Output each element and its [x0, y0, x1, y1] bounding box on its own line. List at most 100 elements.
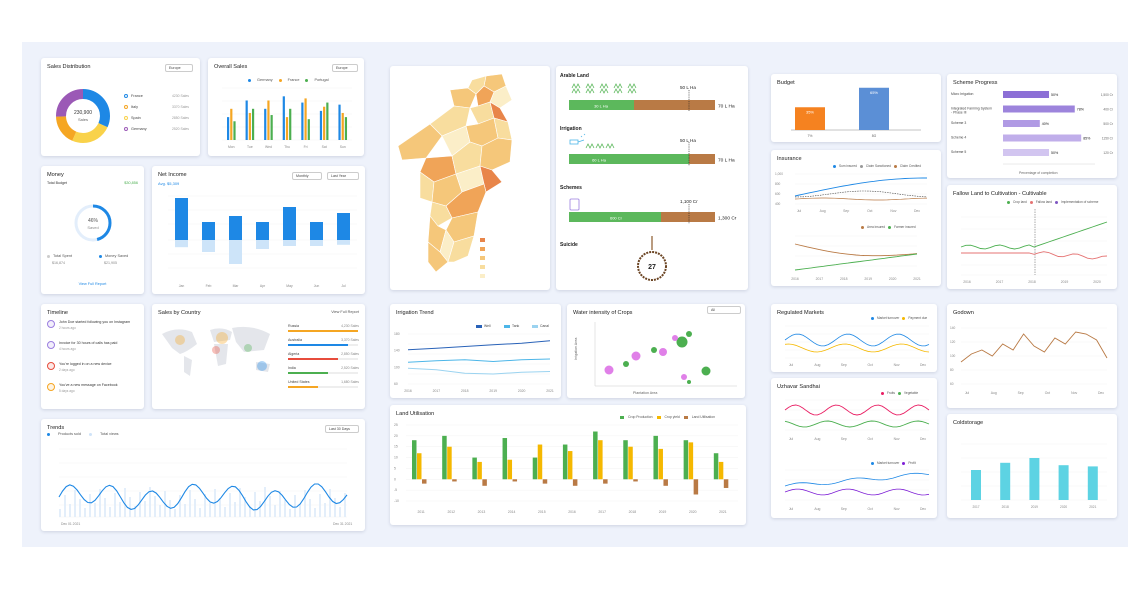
- y-tick-label: 600: [775, 192, 781, 196]
- fallow-land-line: [961, 251, 1108, 260]
- bar-crop-production: [713, 453, 719, 480]
- views-bar: [69, 504, 71, 517]
- x-tick-label: Nov: [894, 507, 900, 511]
- x-tick-label: Sep: [841, 363, 847, 367]
- bar-crop-yield: [658, 448, 663, 480]
- x-tick-label: 2017: [598, 510, 606, 514]
- district-map: [397, 73, 513, 273]
- views-bar: [229, 493, 231, 517]
- bar-land-utilisation: [723, 479, 729, 488]
- schemes-marker-label: 1,100 Cr: [680, 199, 698, 204]
- region-select[interactable]: Europe: [165, 64, 193, 72]
- x-tick-label: Sep: [843, 209, 849, 213]
- x-tick-label: 2017: [433, 389, 441, 393]
- views-bar: [259, 501, 261, 517]
- x-tick-label: 2015: [538, 510, 546, 514]
- crop-filter-select[interactable]: All: [707, 306, 741, 314]
- view-full-report-link[interactable]: View Full Report: [78, 282, 107, 286]
- sales-distribution-card: Sales Distribution Europe 230,900 Sales …: [41, 58, 200, 156]
- bar-crop-production: [472, 457, 477, 480]
- arable-title: Arable Land: [560, 73, 589, 79]
- legend-claim-sanctioned: Claim Sanctioned: [865, 164, 891, 168]
- bar-portugal: [270, 115, 273, 140]
- y-tick-label: 60: [950, 382, 954, 386]
- region-select[interactable]: Europe: [332, 64, 358, 72]
- views-bar: [299, 504, 301, 517]
- water-intensity-bubble-chart: Plantation Area Irrigation Area: [574, 322, 737, 395]
- scheme-amount: 1,500 Cr: [1101, 93, 1114, 97]
- fallow-land-card: Fallow Land to Cultivation - Cultivable …: [947, 185, 1117, 289]
- views-bar: [284, 500, 286, 517]
- coldstorage-bar: [1087, 466, 1098, 500]
- profit-line: [784, 488, 930, 496]
- expense-bar: [229, 240, 242, 264]
- regulated-markets-card: Regulated Markets Market turnover Paymen…: [771, 304, 937, 372]
- bar-portugal: [307, 119, 310, 140]
- legend-farmer-insured: Farmer insured: [894, 225, 916, 229]
- schemes-total-label: 1,300 Cr: [718, 216, 737, 222]
- legend-market-turnover: Market turnover: [877, 461, 900, 465]
- year-select[interactable]: Last Year: [327, 172, 359, 180]
- views-bar: [319, 494, 321, 517]
- claim-credited-line: [794, 197, 928, 201]
- bar-crop-production: [442, 435, 447, 480]
- x-tick-label: 2012: [447, 510, 455, 514]
- scheme-amount: 400 Cr: [1103, 108, 1114, 112]
- card-title: Insurance: [777, 156, 802, 162]
- legend-vegetable: Vegetable: [903, 391, 919, 395]
- arable-total-bar: [569, 100, 715, 110]
- views-bar: [119, 502, 121, 517]
- legend-dot-icon: [124, 116, 128, 120]
- savings-percent: 46%: [88, 218, 99, 224]
- timeline-item-time: 2 days ago: [59, 368, 75, 372]
- scheme-bar: [1003, 120, 1040, 127]
- timeline-item-text: You've a new message on Facebook: [59, 383, 118, 387]
- bubble: [681, 374, 687, 380]
- x-tick-label: 2018: [461, 389, 469, 393]
- bar-crop-production: [412, 440, 417, 480]
- country-bar-track: [288, 386, 358, 388]
- x-tick-label: Aug: [814, 507, 820, 511]
- donut-center-label: Sales: [78, 117, 88, 122]
- arable-fill-bar: [569, 100, 634, 110]
- bar-france: [323, 106, 326, 140]
- bar-land-utilisation: [512, 479, 518, 482]
- savings-progress-arc: [74, 204, 112, 242]
- y-tick-label: 15: [394, 445, 398, 449]
- view-full-report-link[interactable]: View Full Report: [331, 310, 359, 314]
- legend-fruits: Fruits: [887, 391, 895, 395]
- savings-label: Saved: [87, 225, 98, 230]
- scheme-name: Integrated Farming System: [951, 107, 992, 111]
- x-tick-label: Apr: [260, 284, 266, 288]
- legend-area-insured: Area insured: [867, 225, 886, 229]
- budget-bar-value: 35%: [806, 109, 814, 114]
- bar-portugal: [233, 121, 236, 140]
- period-select[interactable]: Monthly: [292, 172, 322, 180]
- x-tick-label: 2019: [1031, 505, 1038, 509]
- income-bar: [283, 207, 296, 240]
- x-tick-label: Jun: [314, 284, 320, 288]
- legend-swatch: [683, 415, 688, 419]
- schemes-title: Schemes: [560, 185, 582, 191]
- legend-label: France: [131, 94, 143, 98]
- x-tick-label: Nov: [890, 209, 896, 213]
- bar-crop-yield: [567, 451, 573, 480]
- legend-fallow-land: Fallow land: [1035, 200, 1052, 204]
- legend-label: Spain: [131, 116, 141, 120]
- coldstorage-bar: [1058, 465, 1069, 500]
- country-name: United States: [288, 380, 310, 384]
- views-bar: [154, 496, 156, 517]
- y-tick-label: 120: [950, 340, 956, 344]
- income-bar: [256, 222, 269, 240]
- expense-bar: [283, 240, 296, 246]
- legend-dot-icon: [248, 78, 251, 82]
- views-bar: [74, 490, 76, 517]
- irrigation-fill-bar: [569, 154, 689, 164]
- budget-bar-value: 65%: [870, 90, 878, 95]
- card-title: Water intensity of Crops: [573, 310, 633, 316]
- views-bar: [109, 507, 111, 517]
- period-select[interactable]: Last 30 Days: [325, 425, 359, 433]
- x-tick-label: May: [286, 284, 293, 288]
- donut-slice-spain: [56, 89, 110, 143]
- country-value: 2,850 Sales: [341, 352, 359, 356]
